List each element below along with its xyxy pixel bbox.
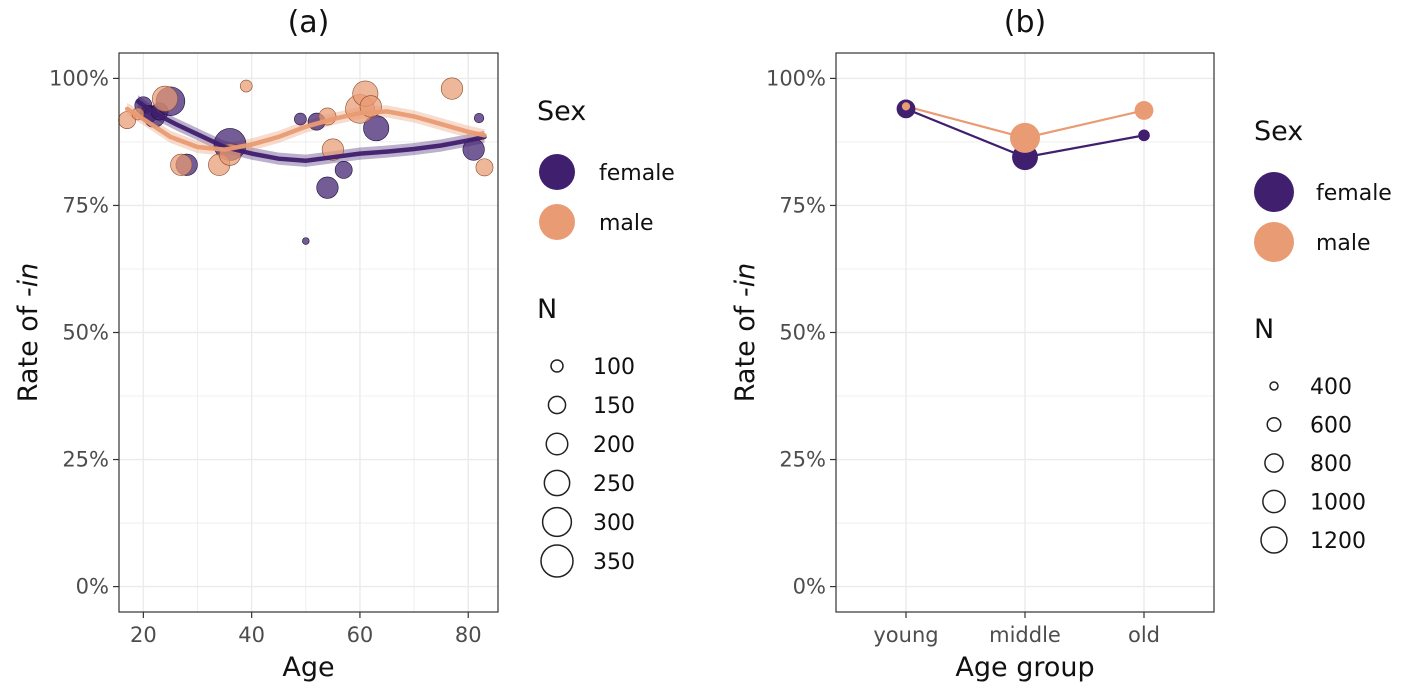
y-tick-label: 25% xyxy=(779,448,826,472)
y-tick-label: 100% xyxy=(49,66,109,90)
panel-border xyxy=(118,52,499,613)
data-point-male xyxy=(170,153,193,176)
panel-a: 0% 25% 50% 75% 100% 20 40 60 80 (a) Age Rate of -in… xyxy=(13,5,675,683)
y-tick-label: 100% xyxy=(766,66,826,90)
legend-n-label: 300 xyxy=(593,511,635,536)
y-tick-label: 75% xyxy=(62,193,109,217)
legend-n-symbol xyxy=(1266,416,1282,433)
y-tick-label: 25% xyxy=(62,448,109,472)
legend-n-label: 100 xyxy=(593,355,635,380)
legend-n-symbol xyxy=(1260,526,1288,554)
data-point-female xyxy=(316,176,339,199)
legend-n-label: 150 xyxy=(593,394,635,419)
legend-n-label: 800 xyxy=(1310,452,1352,477)
panel-b: 0% 25% 50% 75% 100% young middle old (b) Age grou… xyxy=(730,5,1392,683)
legend-n-symbol xyxy=(540,544,574,578)
legend-n-label: 1000 xyxy=(1310,491,1366,516)
y-axis-title-text: Rate of xyxy=(730,297,761,402)
data-point-male xyxy=(440,77,464,100)
x-tick-label: middle xyxy=(989,623,1061,647)
data-point-female xyxy=(1138,129,1150,142)
legend-male-label: male xyxy=(599,211,654,236)
legend-n-symbol xyxy=(1269,381,1279,391)
legend-sex-title: Sex xyxy=(537,96,586,127)
legend-n-label: 350 xyxy=(593,550,635,575)
x-tick-label: old xyxy=(1128,623,1160,647)
x-tick-label: 20 xyxy=(130,623,157,647)
data-point-male xyxy=(901,102,911,111)
y-tick-label: 75% xyxy=(779,193,826,217)
legend-male-symbol xyxy=(539,204,575,240)
y-axis-title: Rate of -in xyxy=(13,263,44,402)
y-axis-title-italic: -in xyxy=(13,263,44,297)
legend-n-label: 200 xyxy=(593,433,635,458)
x-tick-label: 60 xyxy=(347,623,374,647)
data-point-female xyxy=(302,237,310,245)
legend-n-title: N xyxy=(1254,314,1274,345)
legend-female-symbol xyxy=(539,154,575,190)
x-tick-label: 40 xyxy=(238,623,265,647)
smooth-line-female xyxy=(135,99,487,163)
legend-n-label: 400 xyxy=(1310,375,1352,400)
legend-female-label: female xyxy=(599,161,675,186)
legend-n-symbol xyxy=(1262,489,1286,514)
chart-title: (a) xyxy=(288,5,330,40)
data-point-female xyxy=(294,112,307,126)
legend-n-symbol xyxy=(547,395,567,415)
legend-sex-title: Sex xyxy=(1254,116,1303,147)
legend-male-symbol xyxy=(1254,222,1294,262)
data-point-female xyxy=(473,112,485,124)
data-point-male xyxy=(475,158,494,177)
legend-male-label: male xyxy=(1316,231,1371,256)
data-point-male xyxy=(239,79,253,93)
legend-n-symbol xyxy=(541,506,573,538)
x-axis-title: Age xyxy=(282,652,334,683)
legend-n-symbol xyxy=(543,469,571,497)
y-axis-title: Rate of -in xyxy=(730,263,761,402)
x-tick-label: young xyxy=(873,623,938,647)
data-point-male xyxy=(1134,101,1154,120)
legend-female-label: female xyxy=(1316,181,1392,206)
data-point-male xyxy=(1010,122,1040,153)
x-tick-label: 80 xyxy=(455,623,482,647)
legend-female-symbol xyxy=(1254,172,1294,212)
y-tick-label: 50% xyxy=(62,321,109,345)
data-point-female xyxy=(334,161,353,179)
legend-n-symbol xyxy=(550,359,564,373)
panel-border xyxy=(835,52,1215,613)
y-tick-label: 0% xyxy=(793,575,826,599)
y-tick-label: 0% xyxy=(76,575,109,599)
smooth-line-male xyxy=(124,106,487,152)
smooth-ribbon-male xyxy=(127,102,485,156)
y-axis-title-italic: -in xyxy=(730,263,761,297)
x-axis-title: Age group xyxy=(955,652,1094,683)
legend-n-label: 250 xyxy=(593,472,635,497)
data-point-male xyxy=(152,85,178,112)
chart-title: (b) xyxy=(1004,5,1046,40)
y-tick-label: 50% xyxy=(779,321,826,345)
legend-n-label: 600 xyxy=(1310,414,1352,439)
legend-n-title: N xyxy=(537,294,557,325)
y-axis-title-text: Rate of xyxy=(13,297,44,402)
legend-n-label: 1200 xyxy=(1310,529,1366,554)
legend-n-symbol xyxy=(545,432,569,456)
legend-n-symbol xyxy=(1264,453,1284,473)
